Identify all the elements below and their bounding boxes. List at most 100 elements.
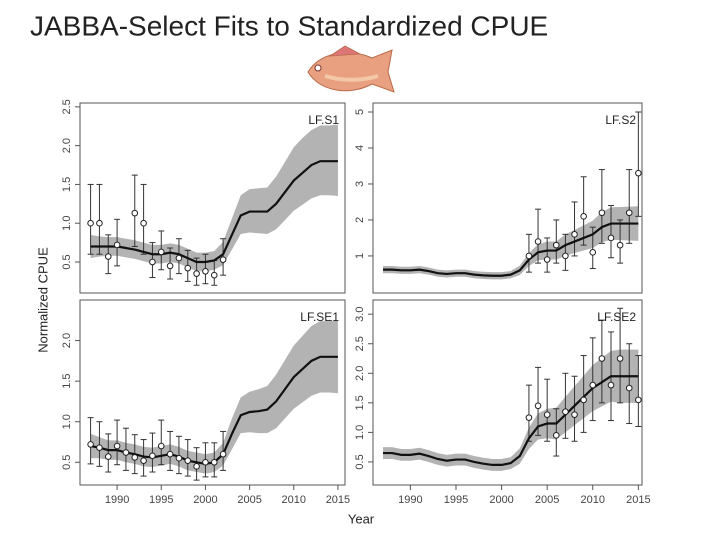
observation	[122, 449, 130, 456]
observation	[525, 414, 533, 421]
observation	[140, 457, 147, 464]
observation	[562, 408, 569, 416]
observation	[598, 209, 606, 217]
panel-label: LF.S1	[308, 113, 339, 127]
observation	[184, 264, 192, 272]
observation	[175, 454, 183, 462]
observation	[552, 241, 560, 249]
observation	[131, 454, 139, 461]
y-tick-label: 1.0	[61, 414, 73, 429]
panel-frame	[79, 299, 346, 486]
observation	[157, 248, 165, 256]
observation	[87, 441, 94, 448]
observation	[589, 381, 597, 389]
x-tick-label: 2005	[237, 494, 261, 506]
plot-area	[383, 111, 642, 280]
observation	[175, 254, 183, 262]
observation	[184, 457, 192, 464]
observation	[589, 249, 597, 256]
x-tick-label: 1995	[149, 494, 173, 506]
y-tick-label: 1.5	[61, 373, 73, 388]
observation	[543, 411, 551, 418]
observation	[616, 241, 624, 249]
y-tick-label: 1.5	[354, 395, 366, 410]
x-tick-label: 2010	[581, 494, 605, 506]
y-tick-label: 2	[354, 217, 366, 223]
y-tick-label: 1	[354, 253, 366, 259]
panel: LF.SE1 0.5 1.0 1.5 2.0 1990 1995 2000 2005 2010 20…	[61, 299, 350, 506]
observation	[104, 253, 112, 260]
panel: LF.SE2 0.5 1.0 1.5 2.0 2.5 3.0 1990 1995 2000 2005…	[354, 299, 651, 506]
panel-frame	[372, 102, 643, 294]
observation	[607, 234, 615, 242]
x-tick-label: 2000	[489, 494, 513, 506]
panel: LF.S1 0.5 1.0 1.5 2.0 2.5	[61, 99, 346, 294]
observation	[113, 241, 121, 249]
observation	[87, 219, 94, 227]
x-tick-label: 1990	[105, 494, 129, 506]
observation	[616, 355, 624, 362]
fish-illustration	[307, 45, 395, 93]
observation	[104, 453, 112, 460]
observation	[580, 396, 587, 404]
y-tick-label: 1.5	[61, 177, 73, 192]
panel-label: LF.SE1	[300, 310, 339, 324]
observation	[571, 411, 578, 418]
y-tick-label: 1.0	[354, 425, 366, 440]
observation	[525, 252, 533, 260]
observation	[149, 258, 156, 266]
observation	[543, 256, 551, 263]
observation	[598, 355, 606, 362]
observation	[625, 209, 633, 217]
plot-area	[383, 307, 642, 471]
x-tick-label: 1995	[444, 494, 468, 506]
observation	[193, 270, 200, 277]
observation	[166, 450, 174, 458]
y-tick-label: 2.5	[354, 336, 366, 351]
panel: LF.S2 1 2 3 4 5	[354, 102, 643, 294]
y-tick-label: 0.5	[61, 455, 73, 470]
observation	[534, 238, 542, 245]
observation	[113, 442, 121, 450]
plot-area	[87, 124, 338, 286]
observation	[166, 262, 174, 270]
observation	[562, 252, 569, 260]
observation	[552, 432, 560, 439]
y-tick-label: 2.0	[61, 138, 73, 153]
fit-line	[383, 222, 639, 277]
observation	[193, 463, 200, 470]
observation	[210, 271, 218, 279]
credible-band	[90, 124, 338, 272]
panel-label: LF.S2	[605, 113, 636, 127]
observation	[625, 384, 633, 392]
y-tick-label: 0.5	[61, 254, 73, 269]
observation	[202, 267, 209, 275]
x-axis-label: Year	[348, 511, 375, 526]
x-tick-label: 2000	[193, 494, 217, 506]
slide-title: JABBA-Select Fits to Standardized CPUE	[30, 10, 548, 41]
y-tick-label: 2.0	[61, 333, 73, 348]
x-tick-label: 2015	[626, 494, 650, 506]
y-tick-label: 5	[354, 109, 366, 115]
credible-band	[90, 320, 338, 474]
observation	[96, 444, 103, 451]
observation	[635, 396, 642, 404]
observation	[219, 450, 227, 458]
observation	[219, 256, 227, 263]
panel-frame	[79, 102, 346, 294]
credible-band	[383, 206, 639, 280]
y-tick-label: 0.5	[354, 454, 366, 469]
panel-label: LF.SE2	[597, 310, 636, 324]
observation	[635, 169, 642, 177]
observation	[210, 458, 218, 466]
observation	[149, 452, 156, 460]
x-tick-label: 2010	[282, 494, 306, 506]
credible-band	[383, 349, 639, 471]
observation	[607, 381, 615, 389]
y-tick-label: 2.0	[354, 366, 366, 381]
y-tick-label: 4	[354, 145, 366, 151]
y-tick-label: 2.5	[61, 99, 73, 114]
observation	[202, 458, 209, 466]
observation	[157, 442, 165, 450]
plot-area	[87, 320, 338, 481]
